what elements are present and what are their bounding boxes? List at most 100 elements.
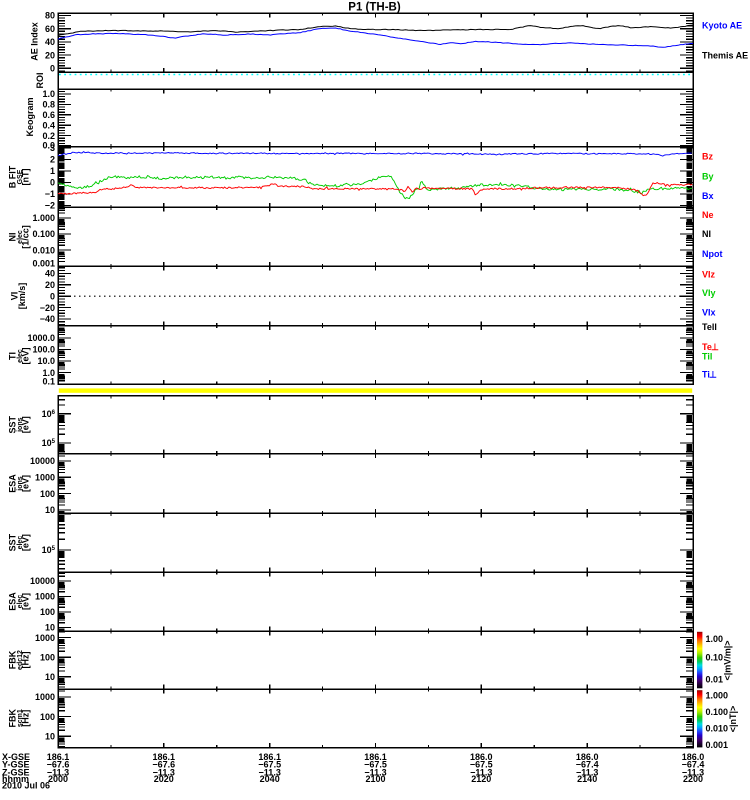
svg-text:1000: 1000 (35, 473, 55, 483)
svg-text:0.010: 0.010 (706, 724, 729, 734)
svg-text:2140: 2140 (577, 774, 597, 784)
svg-text:1.000: 1.000 (32, 213, 55, 223)
svg-text:Ti⊥: Ti⊥ (702, 369, 717, 379)
svg-text:hhmm: hhmm (2, 774, 29, 784)
svg-text:0.6: 0.6 (42, 110, 55, 120)
svg-text:[eV]: [eV] (21, 593, 31, 610)
svg-text:10000: 10000 (30, 456, 55, 466)
svg-text:[eV]: [eV] (21, 475, 31, 492)
svg-text:105: 105 (42, 545, 56, 555)
svg-text:2020: 2020 (154, 774, 174, 784)
svg-text:elec: elec (17, 230, 24, 244)
svg-text:1.000: 1.000 (706, 691, 729, 701)
svg-text:[Hz]: [Hz] (21, 710, 31, 727)
svg-text:FBK: FBK (8, 650, 18, 669)
svg-text:10: 10 (45, 672, 55, 682)
svg-text:−11.3: −11.3 (682, 767, 704, 777)
svg-text:186.0: 186.0 (576, 752, 599, 762)
svg-text:[eV]: [eV] (21, 347, 31, 364)
svg-text:−67.5: −67.5 (364, 760, 387, 770)
svg-text:1.0: 1.0 (42, 89, 55, 99)
svg-text:−11.3: −11.3 (576, 767, 598, 777)
svg-text:FBK: FBK (8, 708, 18, 727)
svg-text:−20: −20 (40, 303, 55, 313)
svg-text:2200: 2200 (683, 774, 703, 784)
svg-text:elec: elec (17, 536, 24, 550)
svg-text:1000: 1000 (35, 633, 55, 643)
svg-text:−67.4: −67.4 (576, 760, 599, 770)
svg-text:SST: SST (8, 415, 18, 433)
svg-text:−67.5: −67.5 (470, 760, 493, 770)
svg-text:0: 0 (50, 291, 55, 301)
svg-text:0: 0 (50, 178, 55, 188)
svg-text:2100: 2100 (365, 774, 385, 784)
svg-text:0.2: 0.2 (42, 131, 55, 141)
svg-text:10: 10 (45, 731, 55, 741)
svg-text:−11.3: −11.3 (470, 767, 492, 777)
svg-text:Y-GSE: Y-GSE (2, 760, 30, 770)
svg-text:Kyoto AE: Kyoto AE (702, 21, 742, 31)
svg-text:106: 106 (42, 409, 56, 419)
svg-text:1000.0: 1000.0 (27, 333, 55, 343)
svg-text:186.1: 186.1 (364, 752, 387, 762)
svg-text:1.0: 1.0 (42, 368, 55, 378)
svg-text:0: 0 (50, 64, 55, 74)
svg-text:−67.6: −67.6 (47, 760, 70, 770)
svg-text:Til: Til (702, 351, 712, 361)
svg-text:TI: TI (8, 352, 18, 360)
svg-text:Te⊥: Te⊥ (702, 342, 719, 352)
svg-text:60: 60 (45, 24, 55, 34)
svg-text:3: 3 (50, 143, 55, 153)
svg-text:elec: elec (17, 349, 24, 363)
svg-text:ions: ions (17, 476, 24, 490)
svg-text:Tell: Tell (702, 322, 717, 332)
svg-text:2040: 2040 (260, 774, 280, 784)
svg-text:[eV]: [eV] (21, 416, 31, 433)
svg-text:SST: SST (8, 533, 18, 551)
svg-text:10: 10 (45, 505, 55, 515)
svg-text:100: 100 (40, 489, 55, 499)
svg-text:186.0: 186.0 (682, 752, 705, 762)
svg-text:VIx: VIx (702, 308, 716, 318)
svg-text:−2: −2 (45, 201, 55, 211)
svg-text:0.001: 0.001 (706, 740, 729, 750)
svg-text:Npot: Npot (702, 249, 723, 259)
svg-text:P1 (TH-B): P1 (TH-B) (348, 1, 401, 13)
svg-text:Z-GSE: Z-GSE (2, 767, 30, 777)
svg-text:0.4: 0.4 (42, 120, 55, 130)
svg-text:186.0: 186.0 (470, 752, 493, 762)
svg-text:NI: NI (8, 233, 18, 242)
svg-text:0.100: 0.100 (32, 229, 55, 239)
svg-text:0.001: 0.001 (32, 259, 55, 269)
svg-text:186.1: 186.1 (47, 752, 70, 762)
svg-text:186.1: 186.1 (153, 752, 176, 762)
svg-text:−67.4: −67.4 (682, 760, 705, 770)
svg-text:edc12: edc12 (17, 650, 24, 670)
svg-text:ESA: ESA (8, 474, 18, 493)
svg-text:elec: elec (17, 595, 24, 609)
svg-text:100: 100 (40, 712, 55, 722)
svg-text:ions: ions (17, 417, 24, 431)
svg-text:10000: 10000 (30, 576, 55, 586)
svg-text:2000: 2000 (48, 774, 68, 784)
svg-text:100: 100 (40, 652, 55, 662)
svg-text:−11.3: −11.3 (259, 767, 281, 777)
svg-text:100: 100 (40, 607, 55, 617)
svg-text:ESA: ESA (8, 592, 18, 611)
svg-text:1000: 1000 (35, 692, 55, 702)
svg-text:Ne: Ne (702, 210, 714, 220)
svg-text:Bz: Bz (702, 151, 713, 161)
svg-text:10.0: 10.0 (37, 356, 55, 366)
svg-text:ROI: ROI (35, 72, 45, 88)
svg-text:0.1: 0.1 (42, 377, 55, 387)
svg-text:−11.3: −11.3 (47, 767, 69, 777)
svg-text:−11.3: −11.3 (153, 767, 175, 777)
svg-text:−67.5: −67.5 (258, 760, 281, 770)
svg-text:−67.6: −67.6 (152, 760, 175, 770)
svg-text:−1: −1 (45, 189, 55, 199)
svg-text:<|nT|>: <|nT|> (728, 706, 738, 733)
svg-text:Themis AE: Themis AE (702, 51, 748, 61)
svg-text:0.01: 0.01 (706, 675, 724, 685)
svg-text:<|mV/m|>: <|mV/m|> (723, 640, 733, 680)
svg-text:0.0: 0.0 (42, 141, 55, 151)
